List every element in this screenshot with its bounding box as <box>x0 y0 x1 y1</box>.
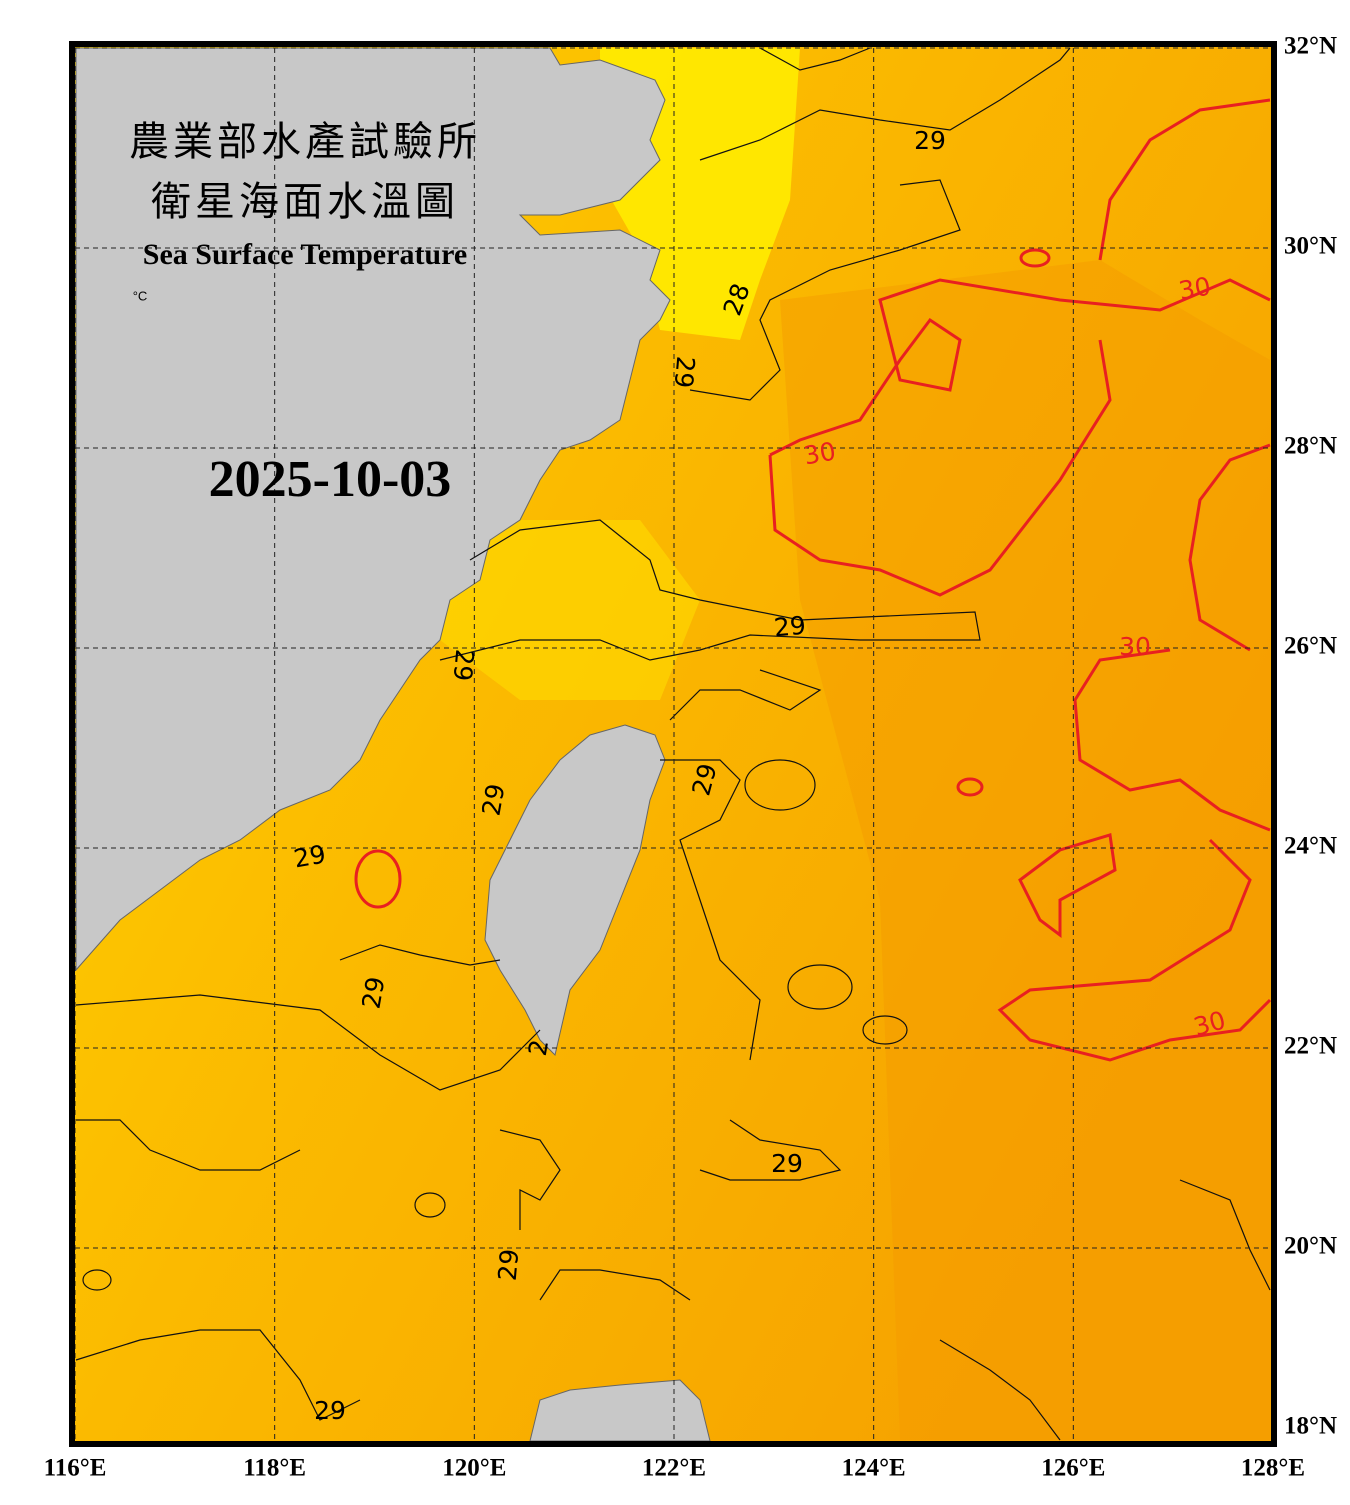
title-zh-2: 衛星海面水溫圖 <box>151 179 459 225</box>
title-en: Sea Surface Temperature <box>143 238 467 271</box>
title-zh-1: 農業部水產試驗所 <box>129 119 481 165</box>
lon-label: 122°E <box>642 1455 706 1482</box>
lat-label: 30°N <box>1284 233 1337 260</box>
contours-30 <box>354 98 1271 1062</box>
lat-label: 18°N <box>1284 1413 1337 1440</box>
contour <box>76 1119 301 1171</box>
lon-label: 120°E <box>442 1455 506 1482</box>
axis-labels: 116°E 118°E 120°E 122°E 124°E 126°E 128°E 32°N 3… <box>44 33 1337 1482</box>
contour-label: 29 <box>493 1248 525 1282</box>
contour <box>75 1329 361 1421</box>
contours-29 <box>75 47 1271 1441</box>
contour <box>769 278 1271 457</box>
contour <box>669 669 822 721</box>
lon-label: 118°E <box>243 1455 306 1482</box>
contour-label: 29 <box>314 1396 346 1425</box>
lat-label: 22°N <box>1284 1033 1337 1060</box>
colorbar-unit: °C <box>133 288 148 303</box>
contour-label: 30 <box>1177 271 1213 305</box>
contour <box>997 838 1271 1062</box>
contour-label: 29 <box>292 839 328 873</box>
yellow-water <box>430 520 700 700</box>
contour-label: 29 <box>914 126 946 155</box>
taiwan <box>484 724 666 1056</box>
lon-label: 128°E <box>1241 1455 1305 1482</box>
contour <box>1073 648 1271 832</box>
contour <box>939 1339 1061 1441</box>
contour <box>82 1269 112 1291</box>
contour <box>1098 98 1271 261</box>
contour <box>354 849 402 909</box>
contour <box>539 1269 691 1301</box>
orange-water <box>780 260 1270 1440</box>
contour <box>499 1129 561 1230</box>
graticule <box>75 47 1271 1441</box>
map-frame <box>69 41 1277 1447</box>
colorbar: °C <box>133 288 148 303</box>
contour <box>75 994 541 1091</box>
lat-label: 28°N <box>1284 433 1337 460</box>
contour-label: 29 <box>669 355 701 389</box>
lat-label: 20°N <box>1284 1233 1337 1260</box>
lat-label: 32°N <box>1284 33 1337 60</box>
contour-label: 29 <box>356 975 390 1011</box>
contour-label: 30 <box>802 436 838 470</box>
contour <box>956 777 984 797</box>
contour-label: 30 <box>1119 632 1151 661</box>
date: 2025-10-03 <box>209 451 452 508</box>
lat-label: 24°N <box>1284 833 1337 860</box>
lon-label: 126°E <box>1041 1455 1105 1482</box>
contour <box>439 519 981 661</box>
contour <box>699 1119 842 1181</box>
contour <box>339 944 501 966</box>
contour <box>689 179 961 401</box>
lon-label: 124°E <box>842 1455 906 1482</box>
contour <box>1188 443 1271 652</box>
contour-label: 29 <box>773 611 807 643</box>
contour <box>759 47 871 71</box>
mainland-china <box>75 47 671 972</box>
contour <box>660 759 761 1061</box>
contour <box>862 1015 908 1045</box>
contour <box>699 47 1071 161</box>
lat-label: 26°N <box>1284 633 1337 660</box>
contour-label: 2 <box>523 1037 554 1058</box>
contour-label: 29 <box>448 648 480 682</box>
contour <box>1019 248 1051 268</box>
contour <box>1179 1179 1271 1291</box>
luzon <box>529 1379 711 1441</box>
contour <box>744 759 816 811</box>
contour-label: 29 <box>476 782 510 818</box>
title-block: 農業部水產試驗所 衛星海面水溫圖 Sea Surface Temperature… <box>129 119 481 508</box>
contour <box>787 964 853 1010</box>
contour <box>414 1192 446 1218</box>
lon-label: 116°E <box>44 1455 107 1482</box>
contour-label: 29 <box>771 1149 803 1178</box>
contour <box>768 339 1112 597</box>
